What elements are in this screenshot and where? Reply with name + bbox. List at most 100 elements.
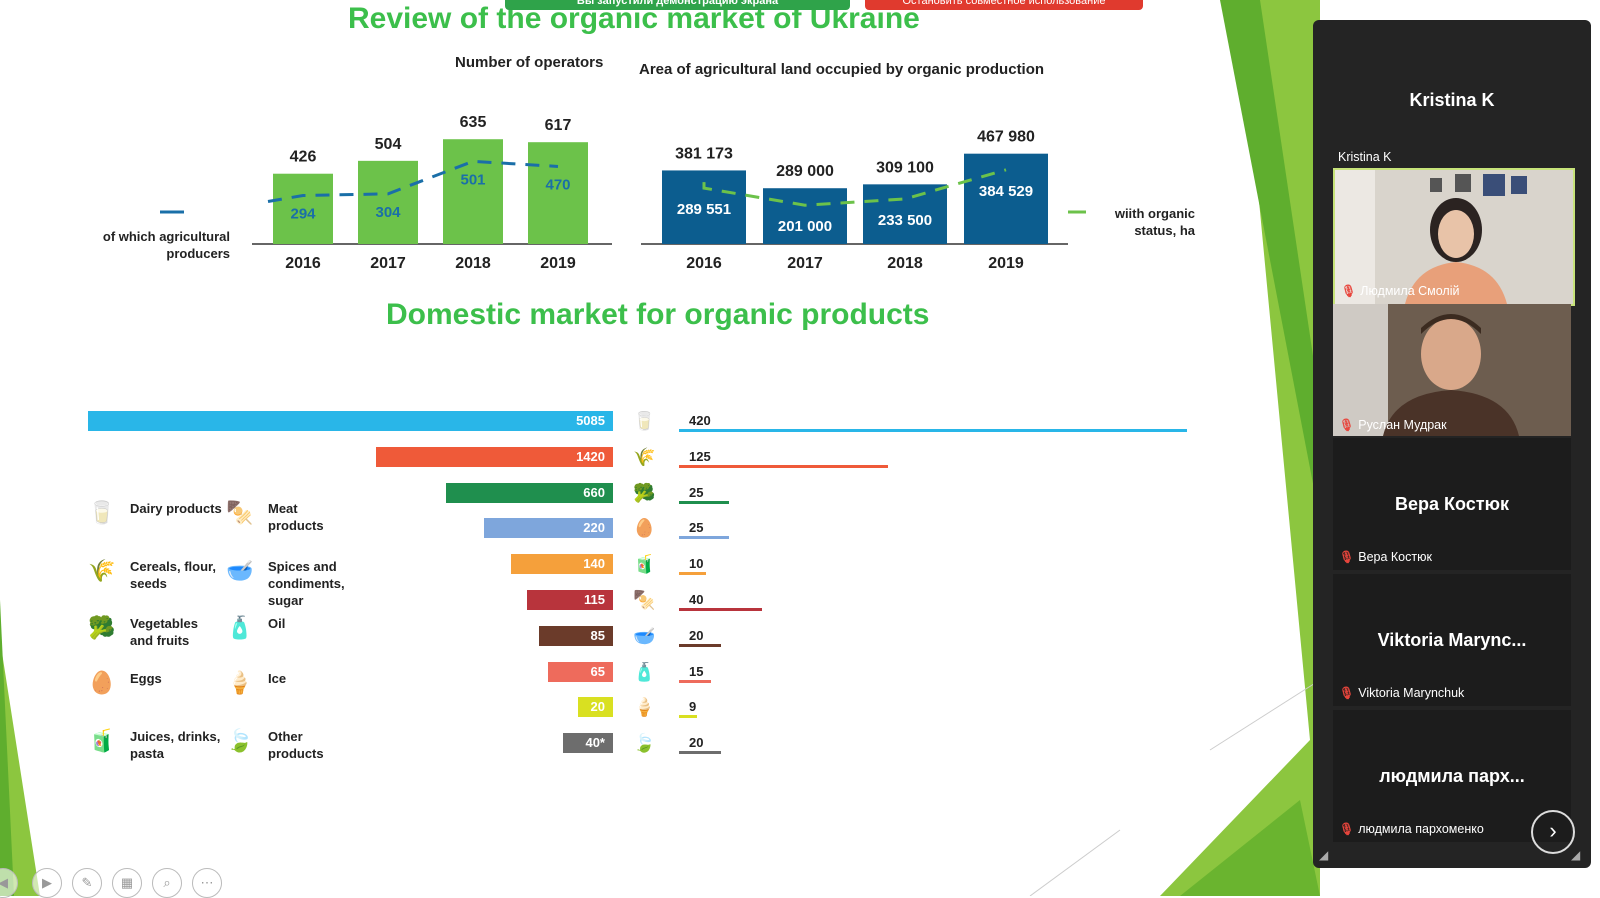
category-label: Juices, drinks, pasta <box>130 729 221 761</box>
operators-year-label: 2018 <box>455 255 491 272</box>
operators-year-label: 2019 <box>540 255 576 272</box>
participant-tile[interactable]: Viktoria Marync... 🎙 Viktoria Marynchuk <box>1333 574 1571 706</box>
eggs-icon: 🥚 <box>88 670 116 695</box>
participant-label: Kristina K <box>1338 150 1392 164</box>
participant-label: Viktoria Marynchuk <box>1358 686 1465 700</box>
market-right-line <box>679 715 697 719</box>
market-right-line <box>679 500 729 504</box>
market-bar-value: 40* <box>585 735 605 751</box>
more-options-icon[interactable]: ⋯ <box>192 868 222 898</box>
operators-agri-label: 304 <box>375 204 401 221</box>
market-bar-left: 660 <box>446 482 613 503</box>
area-year-label: 2018 <box>887 255 923 272</box>
area-year-label: 2019 <box>988 255 1024 272</box>
market-right-value: 420 <box>689 413 711 428</box>
resize-handle-icon[interactable]: ◢ <box>1571 848 1581 862</box>
top-charts: 426 2016 504 2017 635 2018 617 2019 294 304 501 470… <box>160 114 1086 272</box>
operators-agri-line <box>267 159 559 203</box>
spices-icon: 🥣 <box>226 558 254 583</box>
market-bar-left: 40* <box>563 733 613 754</box>
area-chart-title: Area of agricultural land occupied by or… <box>639 61 1045 78</box>
muted-mic-icon: 🎙 <box>1339 550 1355 564</box>
market-right-line <box>679 536 729 540</box>
market-bar-value: 5085 <box>576 413 605 428</box>
participant-name: Kristina K <box>1409 90 1495 110</box>
muted-mic-icon: 🎙 <box>1341 284 1357 298</box>
market-row-icon: 🥚 <box>633 518 656 539</box>
participant-tile-kristina[interactable]: Kristina K <box>1333 36 1571 182</box>
market-row-icon: 🥣 <box>633 625 656 646</box>
participant-video-tile[interactable]: 🎙 Руслан Мудрак <box>1333 304 1571 436</box>
operators-total-label: 635 <box>460 114 487 131</box>
area-organic-label: 289 551 <box>677 201 731 218</box>
market-bar-value: 85 <box>590 627 605 643</box>
area-bar <box>964 153 1048 244</box>
market-row-icon: 🥛 <box>633 411 656 431</box>
market-bar-left: 1420 <box>376 446 613 467</box>
market-bar-left: 65 <box>548 661 613 682</box>
video-feed-image <box>1335 170 1573 304</box>
pen-icon[interactable]: ✎ <box>72 868 102 898</box>
market-right-line <box>679 751 721 755</box>
participants-panel: Kristina K Kristina K 🎙 Людмила Смолій 🎙 Р… <box>1313 20 1591 868</box>
market-bar-value: 660 <box>583 484 605 500</box>
category-label: Eggs <box>130 671 162 686</box>
market-bar-left: 85 <box>539 625 613 646</box>
market-bar-value: 140 <box>583 556 605 572</box>
muted-mic-icon: 🎙 <box>1339 822 1355 836</box>
operators-agri-label: 501 <box>460 171 485 188</box>
market-right-value: 25 <box>689 484 704 500</box>
operators-year-label: 2016 <box>285 255 321 272</box>
market-row-icon: 🍦 <box>633 697 656 718</box>
operators-total-label: 504 <box>375 136 402 153</box>
area-total-label: 309 100 <box>876 159 934 176</box>
participant-label: Вера Костюк <box>1358 550 1432 564</box>
area-year-label: 2016 <box>686 255 722 272</box>
resize-handle-icon[interactable]: ◢ <box>1319 848 1329 862</box>
video-feed-image <box>1333 304 1571 436</box>
zoom-icon[interactable]: ⌕ <box>152 868 182 898</box>
market-right-line <box>679 464 888 468</box>
next-page-chevron-icon[interactable]: › <box>1531 810 1575 854</box>
market-right-line <box>679 572 706 576</box>
area-total-label: 381 173 <box>675 145 733 162</box>
market-right-value: 20 <box>689 627 704 643</box>
slides-grid-icon[interactable]: ▦ <box>112 868 142 898</box>
participant-label: людмила пархоменко <box>1358 822 1484 836</box>
market-bar-value: 220 <box>583 520 605 536</box>
participant-tile[interactable]: Вера Костюк 🎙 Вера Костюк <box>1333 438 1571 570</box>
meat-icon: 🍢 <box>226 500 254 525</box>
screen-share-banner: Вы запустили демонстрацию экрана <box>505 0 850 10</box>
category-label: Meat products <box>268 501 324 533</box>
market-bar-value: 115 <box>584 592 605 607</box>
operators-legend-label: of which agricultural producers <box>102 229 230 261</box>
market-bar-value: 20 <box>590 699 605 715</box>
participant-video-tile[interactable]: 🎙 Людмила Смолій <box>1333 168 1575 306</box>
market-right-value: 25 <box>689 520 704 536</box>
operators-agri-label: 294 <box>290 205 316 222</box>
participant-label: Людмила Смолій <box>1360 284 1460 298</box>
market-right-line <box>679 679 711 683</box>
market-right-value: 9 <box>689 699 697 715</box>
area-year-label: 2017 <box>787 255 823 272</box>
market-right-value: 40 <box>689 592 704 607</box>
market-bar-left: 220 <box>484 518 613 539</box>
category-label: Spices and condiments, sugar <box>268 559 345 608</box>
area-organic-label: 201 000 <box>778 218 832 235</box>
market-bar-left: 20 <box>578 697 613 718</box>
market-bar-value: 1420 <box>576 448 605 464</box>
market-right-line <box>679 429 1187 432</box>
market-row-icon: 🧴 <box>633 661 656 682</box>
area-bar <box>863 184 947 244</box>
muted-mic-icon: 🎙 <box>1339 418 1355 432</box>
stop-sharing-button[interactable]: Остановить совместное использование <box>865 0 1143 10</box>
category-label: Other products <box>268 729 324 761</box>
participant-tile[interactable]: людмила парх... 🎙 людмила пархоменко <box>1333 710 1571 842</box>
next-slide-button[interactable]: ▶ <box>32 868 62 898</box>
market-right-line <box>679 608 762 611</box>
operators-bar <box>443 139 503 244</box>
participant-name: Вера Костюк <box>1395 494 1509 514</box>
area-organic-line <box>702 168 1007 207</box>
